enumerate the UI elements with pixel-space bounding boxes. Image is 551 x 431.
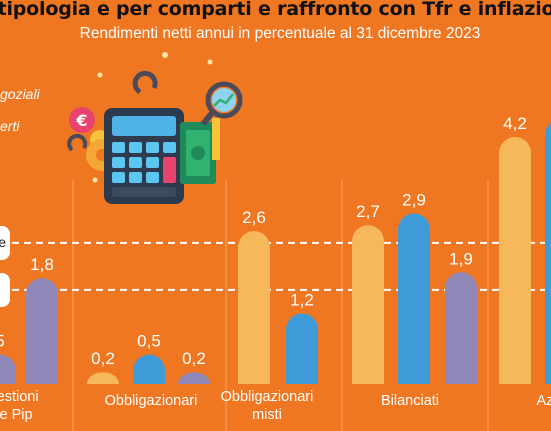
bar-value-label-5-1: 4,2 — [503, 114, 527, 133]
bar-value-label-2-3: 0,2 — [182, 349, 206, 368]
bar-3-2 — [286, 313, 318, 384]
svg-text:€: € — [75, 111, 87, 130]
chart-subtitle: Rendimenti netti annui in percentuale al… — [79, 25, 481, 42]
bar-value-label-2-1: 0,2 — [91, 349, 115, 368]
bar-1-2 — [26, 278, 58, 384]
category-label-5: Az — [536, 393, 551, 409]
bar-2-3 — [178, 372, 210, 384]
bar-5-1 — [499, 137, 531, 384]
bar-2-1 — [87, 372, 119, 384]
chart-title: r tipologia e per comparti e raffronto c… — [0, 0, 551, 20]
category-label-2: Obbligazionari — [104, 393, 198, 409]
bar-value-label-1-2: 1,8 — [30, 255, 54, 274]
reference-label-1: e — [0, 225, 10, 260]
calculator-finance-icon: € — [67, 52, 243, 204]
reference-label-2 — [0, 272, 10, 307]
bar-1-1 — [0, 354, 16, 384]
legend-item-1: goziali — [0, 86, 40, 102]
category-label-1: /Gestioni ate Pip — [0, 389, 39, 423]
bar-2-2 — [133, 354, 165, 384]
bar-value-label-4-2: 2,9 — [402, 190, 426, 209]
bar-value-label-1-1: 5 — [0, 332, 5, 351]
category-label-3: Obbligazionari misti — [220, 389, 314, 423]
bar-4-1 — [352, 225, 384, 384]
bar-value-label-2-2: 0,5 — [137, 332, 161, 351]
bar-value-label-4-3: 1,9 — [449, 249, 473, 268]
legend-item-2: erti — [0, 118, 20, 134]
bar-4-3 — [445, 272, 477, 384]
bar-value-label-4-1: 2,7 — [356, 202, 380, 221]
bar-4-2 — [398, 213, 430, 384]
bar-value-label-3-1: 2,6 — [242, 208, 266, 227]
category-label-4: Bilanciati — [380, 393, 440, 409]
bar-value-label-3-2: 1,2 — [290, 290, 314, 309]
bar-3-1 — [238, 231, 270, 384]
bar-5-2 — [545, 123, 551, 384]
